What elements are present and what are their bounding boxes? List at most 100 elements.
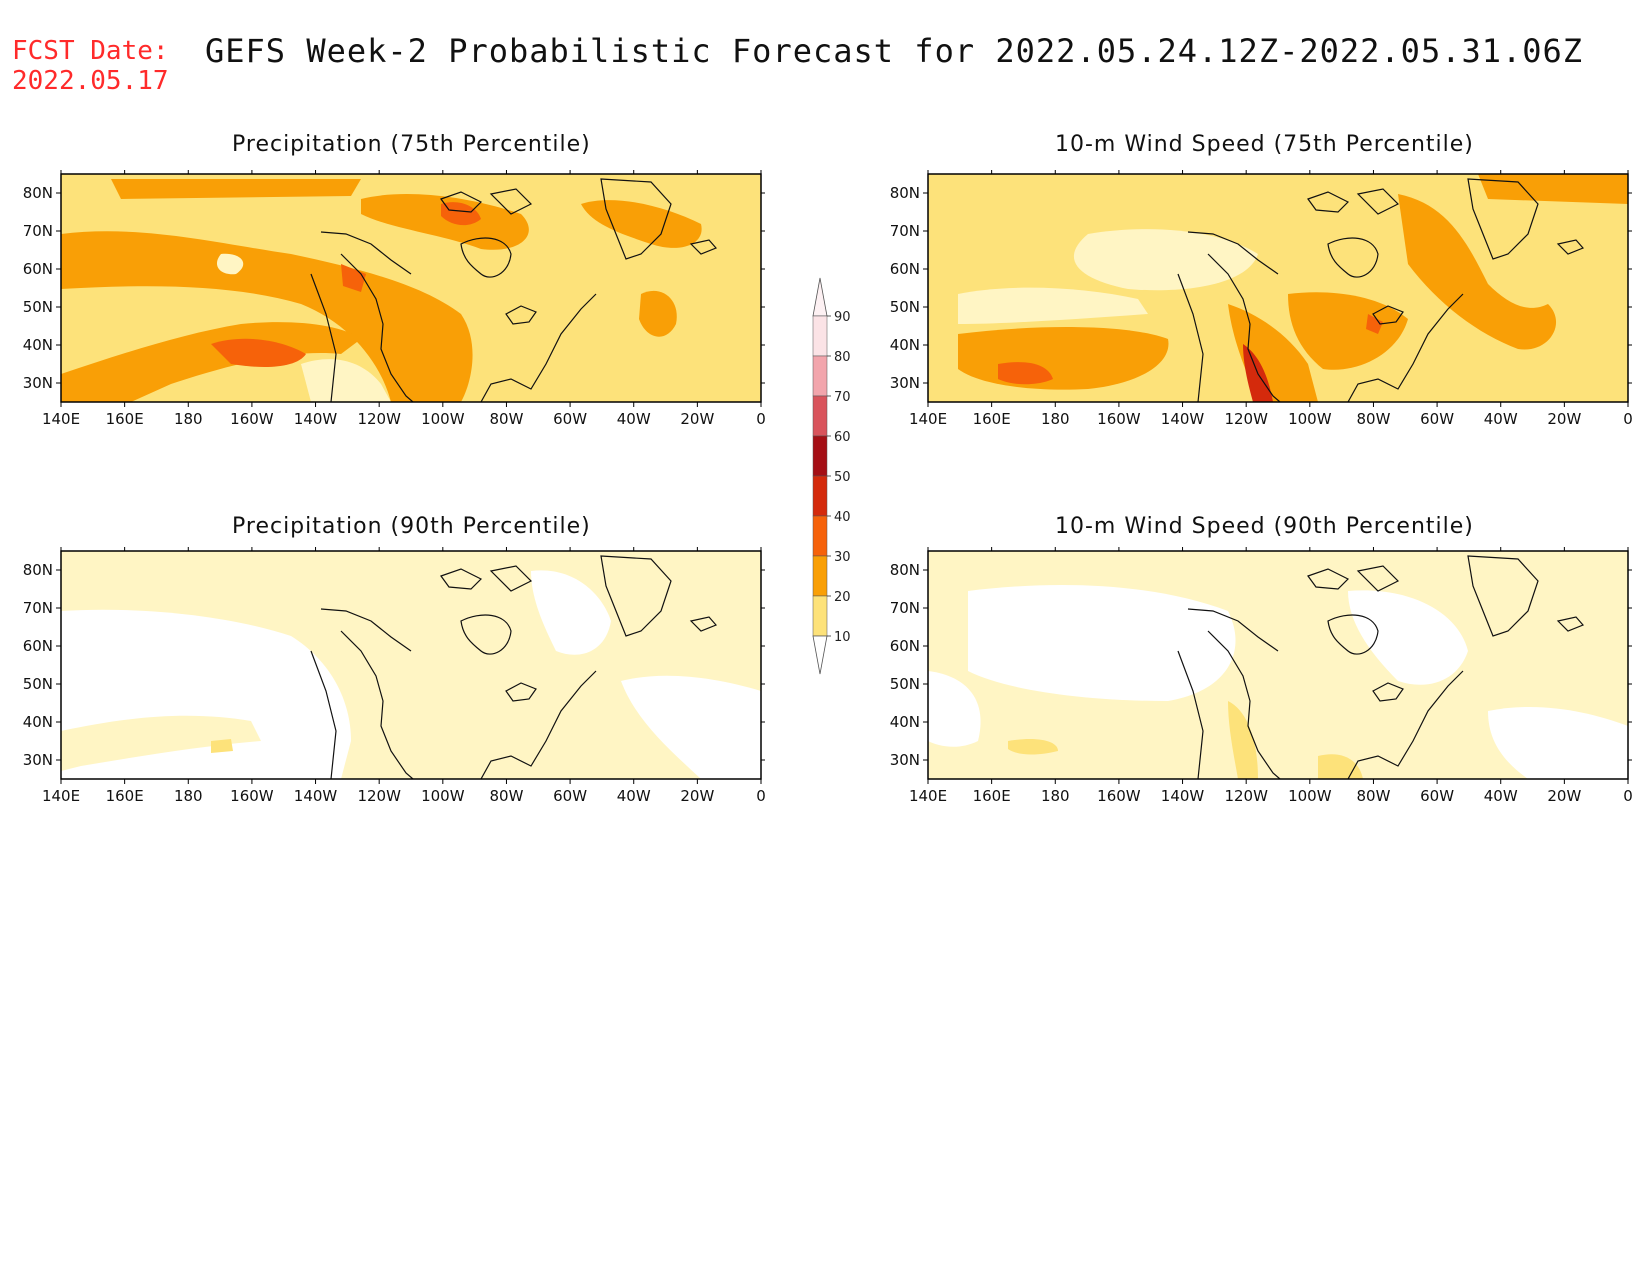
lat-tick-label: 80N — [23, 561, 53, 579]
shaded-region — [361, 194, 529, 250]
lon-tick-label: 120W — [357, 410, 401, 428]
shaded-region — [621, 675, 761, 779]
shaded-region — [211, 338, 306, 367]
shaded-region — [61, 322, 361, 402]
lon-tick-label: 100W — [421, 410, 465, 428]
lon-tick-label: 0 — [756, 787, 766, 805]
lon-tick-label: 60W — [1420, 410, 1454, 428]
lat-tick-label: 30N — [890, 751, 920, 769]
panels-layer: 140E 160E 180 160W 140W 120W 100W 80W 60W 40W 20W 0… — [23, 170, 1633, 805]
map-frame — [60, 173, 762, 403]
shaded-region — [1398, 194, 1557, 350]
lat-tick-label: 70N — [890, 599, 920, 617]
lon-tick-label: 0 — [756, 410, 766, 428]
lon-tick-label: 160W — [230, 410, 274, 428]
lat-tick-label: 50N — [23, 675, 53, 693]
lon-tick-label: 20W — [1547, 787, 1581, 805]
lon-tick-label: 100W — [1288, 410, 1332, 428]
lon-tick-label: 20W — [1547, 410, 1581, 428]
shaded-region — [1488, 706, 1628, 779]
lat-tick-label: 40N — [890, 713, 920, 731]
forecast-date-block: FCST Date: 2022.05.17 — [12, 36, 169, 96]
lon-tick-label: 20W — [680, 410, 714, 428]
lon-tick-label: 160W — [1097, 410, 1141, 428]
lon-tick-label: 40W — [617, 410, 651, 428]
lat-tick-label: 70N — [23, 599, 53, 617]
map-panel-wind-90: 140E 160E 180 160W 140W 120W 100W 80W 60W 40W 20W 0… — [890, 547, 1633, 805]
shaded-region — [639, 290, 677, 337]
colorbar-segment — [812, 435, 828, 477]
colorbar-label: 90 — [834, 310, 851, 325]
map-frame — [927, 173, 1629, 403]
forecast-date-value: 2022.05.17 — [12, 66, 169, 96]
lon-tick-label: 40W — [1484, 787, 1518, 805]
lon-tick-label: 80W — [489, 410, 523, 428]
page-title: GEFS Week-2 Probabilistic Forecast for 2… — [205, 32, 1584, 70]
lon-tick-label: 0 — [1623, 410, 1633, 428]
lat-tick-label: 40N — [890, 336, 920, 354]
shaded-region — [111, 179, 361, 199]
lat-tick-label: 30N — [23, 374, 53, 392]
lon-tick-label: 140W — [294, 410, 338, 428]
lon-tick-label: 80W — [1356, 787, 1390, 805]
shaded-region — [61, 715, 261, 771]
lon-tick-label: 160W — [1097, 787, 1141, 805]
panel-title-precip-90: Precipitation (90th Percentile) — [232, 514, 591, 539]
colorbar-label: 70 — [834, 390, 851, 405]
colorbar-segment — [812, 475, 828, 517]
lon-tick-label: 160E — [106, 410, 144, 428]
lon-tick-label: 140E — [909, 787, 947, 805]
colorbar-label: 10 — [834, 630, 851, 645]
lat-tick-label: 30N — [890, 374, 920, 392]
lon-tick-label: 160E — [106, 787, 144, 805]
lat-tick-label: 80N — [23, 184, 53, 202]
colorbar-bottom-arrow — [812, 635, 828, 675]
lon-tick-label: 80W — [489, 787, 523, 805]
lat-tick-label: 80N — [890, 184, 920, 202]
colorbar: 90 80 70 60 50 40 30 20 10 — [812, 277, 851, 675]
lat-tick-label: 60N — [890, 637, 920, 655]
shaded-region — [531, 570, 611, 655]
panel-title-precip-75: Precipitation (75th Percentile) — [232, 132, 591, 157]
lon-tick-label: 140E — [909, 410, 947, 428]
shaded-region — [1008, 739, 1058, 755]
lat-tick-label: 80N — [890, 561, 920, 579]
shaded-region — [928, 671, 981, 747]
lon-tick-label: 140E — [42, 787, 80, 805]
lon-tick-label: 60W — [553, 787, 587, 805]
lat-tick-label: 60N — [890, 260, 920, 278]
lon-tick-label: 40W — [617, 787, 651, 805]
colorbar-label: 80 — [834, 350, 851, 365]
colorbar-label: 50 — [834, 470, 851, 485]
colorbar-segment — [812, 315, 828, 357]
colorbar-segment — [812, 555, 828, 597]
shaded-region — [61, 231, 473, 402]
lat-tick-label: 30N — [23, 751, 53, 769]
colorbar-segment — [812, 595, 828, 637]
map-frame — [60, 550, 762, 780]
shaded-region — [581, 200, 702, 248]
lon-tick-label: 100W — [421, 787, 465, 805]
map-frame — [927, 550, 1629, 780]
lat-tick-label: 60N — [23, 637, 53, 655]
colorbar-label: 40 — [834, 510, 851, 525]
lon-tick-label: 180 — [174, 410, 203, 428]
colorbar-label: 30 — [834, 550, 851, 565]
map-panel-precip-90: 140E 160E 180 160W 140W 120W 100W 80W 60W 40W 20W 0… — [23, 547, 766, 805]
panel-title-wind-90: 10-m Wind Speed (90th Percentile) — [1055, 514, 1474, 539]
shaded-region — [211, 739, 233, 753]
lon-tick-label: 80W — [1356, 410, 1390, 428]
lat-tick-label: 70N — [890, 222, 920, 240]
shaded-region — [301, 359, 391, 402]
lat-tick-label: 50N — [23, 298, 53, 316]
lat-tick-label: 50N — [890, 675, 920, 693]
shaded-region — [1366, 314, 1383, 334]
panel-title-wind-75: 10-m Wind Speed (75th Percentile) — [1055, 132, 1474, 157]
colorbar-segment — [812, 395, 828, 437]
lat-tick-label: 40N — [23, 713, 53, 731]
shaded-region — [341, 264, 366, 292]
lon-tick-label: 140W — [294, 787, 338, 805]
lon-tick-label: 120W — [1224, 787, 1268, 805]
colorbar-top-arrow — [812, 277, 828, 317]
